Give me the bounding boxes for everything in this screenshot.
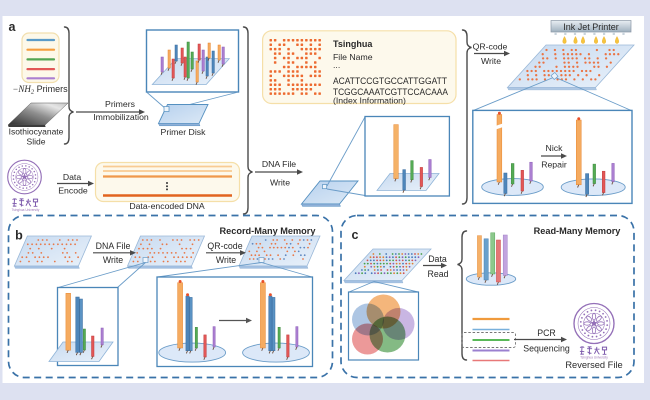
svg-text:b: b: [15, 229, 23, 243]
svg-text:−NH2 Primers: −NH2 Primers: [12, 84, 68, 96]
svg-text:(Index Information): (Index Information): [333, 96, 406, 106]
svg-text:...: ...: [333, 60, 340, 70]
svg-text:Write: Write: [216, 255, 236, 265]
svg-text:ACATTCCGTGCCATTGGATT: ACATTCCGTGCCATTGGATT: [333, 76, 448, 86]
svg-text:Primers: Primers: [105, 99, 136, 109]
svg-text:Data-encoded DNA: Data-encoded DNA: [129, 201, 205, 211]
svg-text:QR-code: QR-code: [207, 241, 242, 251]
svg-text:Write: Write: [481, 56, 501, 66]
svg-text:Read-Many Memory: Read-Many Memory: [534, 226, 622, 236]
svg-text:Data: Data: [63, 172, 82, 182]
svg-text:a: a: [9, 20, 17, 34]
svg-text:Isothiocyanate: Isothiocyanate: [9, 127, 64, 137]
svg-text:Tsinghua: Tsinghua: [333, 39, 373, 49]
svg-text:DNA File: DNA File: [96, 241, 131, 251]
svg-text:Immobilization: Immobilization: [93, 112, 149, 122]
svg-text:Sequencing: Sequencing: [523, 344, 570, 354]
svg-text:File Name: File Name: [333, 52, 373, 62]
svg-text:Repair: Repair: [541, 160, 567, 170]
svg-text:Tsinghua University: Tsinghua University: [580, 356, 608, 360]
svg-text:Reversed File: Reversed File: [565, 360, 622, 370]
svg-text:Record-Many Memory: Record-Many Memory: [220, 226, 317, 236]
svg-text:c: c: [352, 228, 359, 242]
svg-text:TCGGCAAATCGTTCCACAAA: TCGGCAAATCGTTCCACAAA: [333, 87, 448, 97]
svg-text:Slide: Slide: [27, 137, 46, 147]
svg-text:Nick: Nick: [546, 143, 564, 153]
svg-text:Tsinghua University: Tsinghua University: [12, 208, 40, 212]
svg-text:Primer Disk: Primer Disk: [161, 127, 207, 137]
svg-text:Write: Write: [103, 255, 123, 265]
svg-text:PCR: PCR: [537, 328, 556, 338]
svg-text:Read: Read: [427, 269, 448, 279]
svg-text:DNA File: DNA File: [262, 159, 296, 169]
svg-text:Data: Data: [428, 254, 447, 264]
svg-text:Encode: Encode: [58, 186, 88, 196]
svg-text:QR-code: QR-code: [473, 42, 508, 52]
svg-text:Write: Write: [270, 178, 290, 188]
svg-text:Ink Jet Printer: Ink Jet Printer: [563, 22, 619, 32]
